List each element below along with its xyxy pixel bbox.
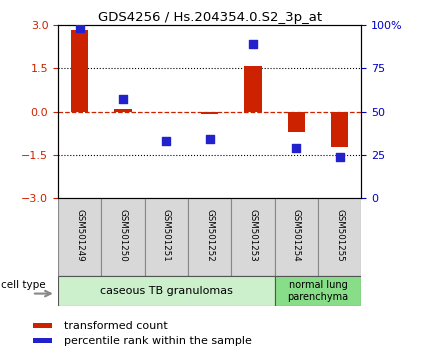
Text: GSM501254: GSM501254: [292, 209, 301, 262]
Bar: [33, 338, 52, 343]
Text: cell type: cell type: [1, 280, 46, 290]
Point: [76, 25, 83, 31]
Point: [163, 138, 170, 144]
Text: GSM501250: GSM501250: [119, 209, 128, 262]
Bar: [275, 198, 318, 276]
Bar: [188, 198, 231, 276]
Text: GSM501252: GSM501252: [205, 209, 214, 262]
Text: GSM501249: GSM501249: [75, 209, 84, 262]
Point: [293, 145, 300, 151]
Bar: [244, 66, 261, 112]
Bar: [318, 198, 361, 276]
Bar: [144, 198, 188, 276]
Point: [120, 97, 126, 102]
Text: GSM501253: GSM501253: [249, 209, 258, 262]
Point: [336, 154, 343, 159]
Bar: [331, 112, 348, 147]
Title: GDS4256 / Hs.204354.0.S2_3p_at: GDS4256 / Hs.204354.0.S2_3p_at: [98, 11, 322, 24]
Bar: [58, 198, 101, 276]
Bar: [58, 276, 275, 306]
Text: transformed count: transformed count: [64, 321, 168, 331]
Text: percentile rank within the sample: percentile rank within the sample: [64, 336, 252, 346]
Point: [206, 136, 213, 142]
Bar: [33, 323, 52, 328]
Bar: [71, 30, 89, 112]
Text: normal lung
parenchyma: normal lung parenchyma: [287, 280, 348, 302]
Text: caseous TB granulomas: caseous TB granulomas: [100, 286, 233, 296]
Bar: [201, 112, 218, 114]
Text: GSM501255: GSM501255: [335, 209, 344, 262]
Bar: [101, 198, 144, 276]
Bar: [114, 109, 132, 112]
Bar: [288, 112, 305, 132]
Text: GSM501251: GSM501251: [162, 209, 171, 262]
Bar: [275, 276, 361, 306]
Point: [249, 41, 256, 47]
Bar: [231, 198, 275, 276]
